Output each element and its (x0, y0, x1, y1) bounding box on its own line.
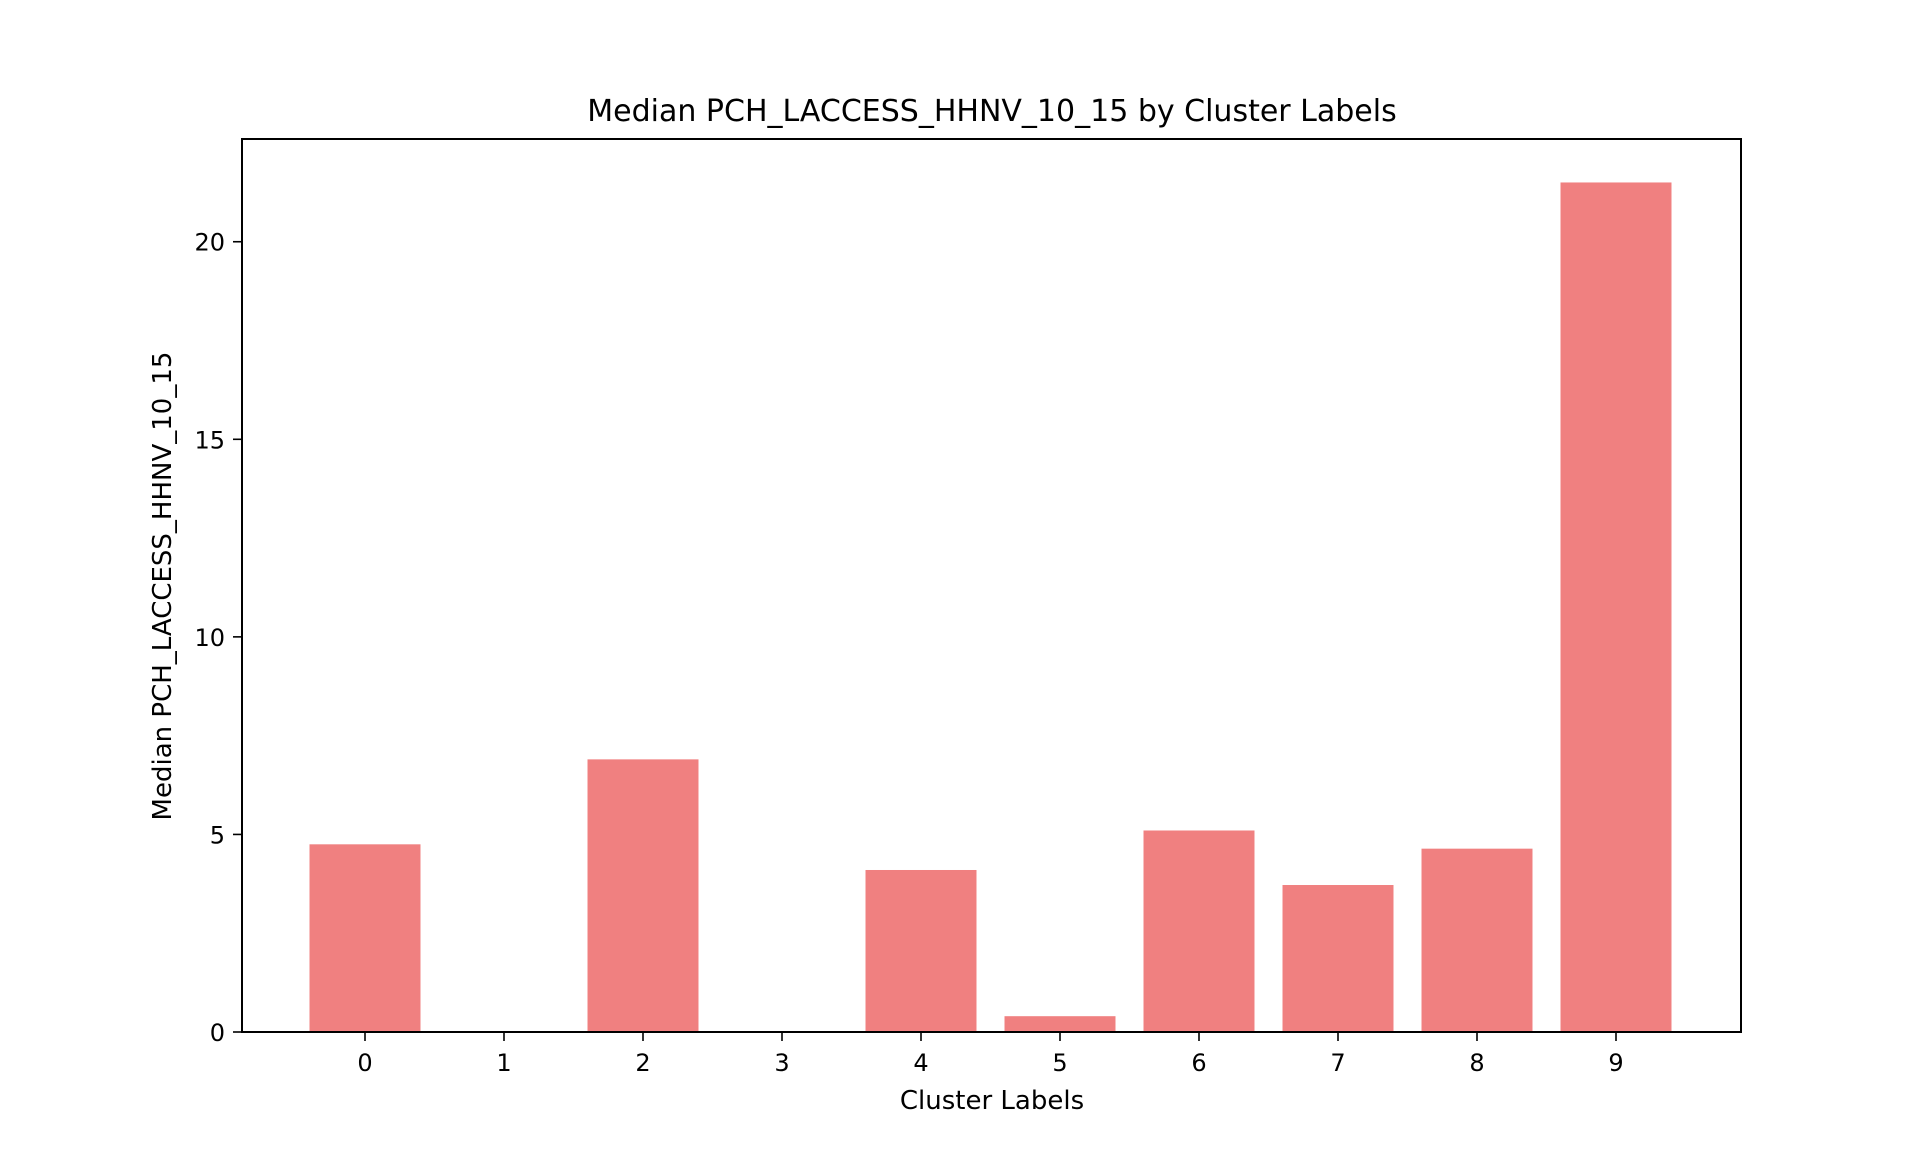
bar-cluster-9 (1560, 182, 1672, 1032)
x-tick-label: 7 (1330, 1049, 1345, 1077)
bar-cluster-5 (1004, 1016, 1116, 1032)
x-tick-label: 5 (1052, 1049, 1067, 1077)
y-tick-label: 5 (210, 821, 225, 849)
y-tick-label: 10 (194, 624, 225, 652)
x-tick-label: 3 (774, 1049, 789, 1077)
x-tick-label: 6 (1191, 1049, 1206, 1077)
x-tick-label: 9 (1608, 1049, 1623, 1077)
x-axis: 0 1 2 3 4 5 6 7 8 9 (357, 1032, 1624, 1077)
x-tick-label: 4 (913, 1049, 928, 1077)
y-axis: 0 5 10 15 20 (194, 229, 242, 1047)
plot-frame (241, 138, 1742, 1033)
y-tick-label: 20 (194, 229, 225, 257)
y-axis-label: Median PCH_LACCESS_HHNV_10_15 (148, 352, 178, 821)
x-tick-label: 8 (1469, 1049, 1484, 1077)
x-tick-label: 2 (635, 1049, 650, 1077)
bar-cluster-8 (1421, 848, 1533, 1032)
x-axis-label: Cluster Labels (900, 1086, 1084, 1116)
chart-title: Median PCH_LACCESS_HHNV_10_15 by Cluster… (587, 94, 1396, 129)
y-tick-label: 15 (194, 426, 225, 454)
bars-layer (309, 182, 1672, 1032)
y-tick-label: 0 (210, 1019, 225, 1047)
x-tick-label: 0 (357, 1049, 372, 1077)
bar-cluster-7 (1282, 885, 1394, 1032)
bar-cluster-4 (865, 869, 977, 1032)
bar-cluster-0 (309, 844, 421, 1032)
bar-cluster-2 (587, 759, 699, 1032)
x-tick-label: 1 (496, 1049, 511, 1077)
bar-cluster-6 (1143, 830, 1255, 1032)
